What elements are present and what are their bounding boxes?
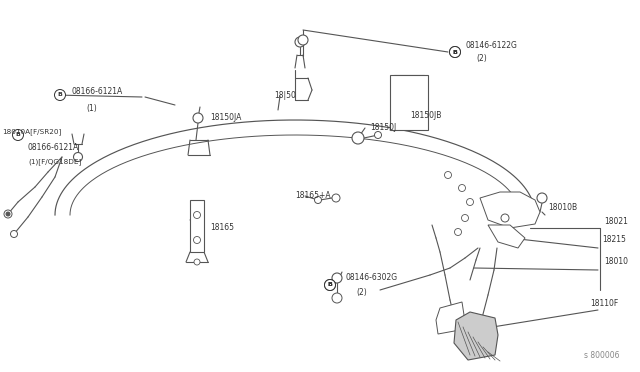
Text: 18150J: 18150J bbox=[370, 122, 396, 131]
Text: 08166-6121A: 08166-6121A bbox=[28, 142, 79, 151]
Circle shape bbox=[458, 185, 465, 192]
Text: (1): (1) bbox=[86, 103, 97, 112]
Circle shape bbox=[193, 113, 203, 123]
Text: (1)[F/QG18DE]: (1)[F/QG18DE] bbox=[28, 158, 81, 166]
Circle shape bbox=[74, 153, 83, 161]
Text: 18021: 18021 bbox=[604, 218, 628, 227]
Circle shape bbox=[352, 132, 364, 144]
Circle shape bbox=[332, 273, 342, 283]
Circle shape bbox=[332, 293, 342, 303]
Circle shape bbox=[332, 194, 340, 202]
Circle shape bbox=[374, 131, 381, 138]
Text: s 800006: s 800006 bbox=[584, 351, 620, 360]
Text: 18150JA: 18150JA bbox=[210, 113, 241, 122]
Circle shape bbox=[295, 37, 305, 47]
Circle shape bbox=[193, 212, 200, 218]
Text: 18150JB: 18150JB bbox=[410, 110, 442, 119]
Circle shape bbox=[449, 46, 461, 58]
Circle shape bbox=[324, 279, 335, 291]
Circle shape bbox=[193, 237, 200, 244]
Circle shape bbox=[537, 193, 547, 203]
Text: B: B bbox=[328, 282, 332, 288]
Polygon shape bbox=[488, 225, 525, 248]
Text: (2): (2) bbox=[476, 54, 487, 62]
Polygon shape bbox=[436, 302, 464, 334]
Circle shape bbox=[10, 231, 17, 237]
Text: (2): (2) bbox=[356, 289, 367, 298]
Circle shape bbox=[54, 90, 65, 100]
Bar bbox=[190, 200, 204, 252]
Text: B: B bbox=[452, 49, 458, 55]
Circle shape bbox=[454, 228, 461, 235]
Text: 08166-6121A: 08166-6121A bbox=[72, 87, 124, 96]
Circle shape bbox=[13, 129, 24, 141]
Text: 08146-6122G: 08146-6122G bbox=[466, 41, 518, 49]
Text: 18110F: 18110F bbox=[590, 299, 618, 308]
Text: 08146-6302G: 08146-6302G bbox=[346, 273, 398, 282]
Circle shape bbox=[4, 210, 12, 218]
Circle shape bbox=[6, 212, 10, 216]
Text: 18215: 18215 bbox=[602, 235, 626, 244]
Circle shape bbox=[461, 215, 468, 221]
Text: 18010A[F/SR20]: 18010A[F/SR20] bbox=[2, 129, 61, 135]
Circle shape bbox=[324, 279, 335, 291]
Text: 18010B: 18010B bbox=[548, 203, 577, 212]
Circle shape bbox=[298, 35, 308, 45]
Circle shape bbox=[445, 171, 451, 179]
Text: 18010: 18010 bbox=[604, 257, 628, 266]
Polygon shape bbox=[454, 312, 498, 360]
Text: 18165: 18165 bbox=[210, 224, 234, 232]
Text: B: B bbox=[58, 93, 63, 97]
Bar bbox=[390, 75, 428, 130]
Text: 18|50: 18|50 bbox=[274, 90, 296, 99]
Circle shape bbox=[501, 214, 509, 222]
Polygon shape bbox=[480, 192, 540, 228]
Circle shape bbox=[194, 259, 200, 265]
Text: B: B bbox=[328, 282, 332, 288]
Circle shape bbox=[467, 199, 474, 205]
Text: B: B bbox=[452, 49, 458, 55]
Circle shape bbox=[449, 46, 461, 58]
Text: 18165+A: 18165+A bbox=[295, 192, 331, 201]
Circle shape bbox=[314, 196, 321, 203]
Text: B: B bbox=[15, 132, 20, 138]
